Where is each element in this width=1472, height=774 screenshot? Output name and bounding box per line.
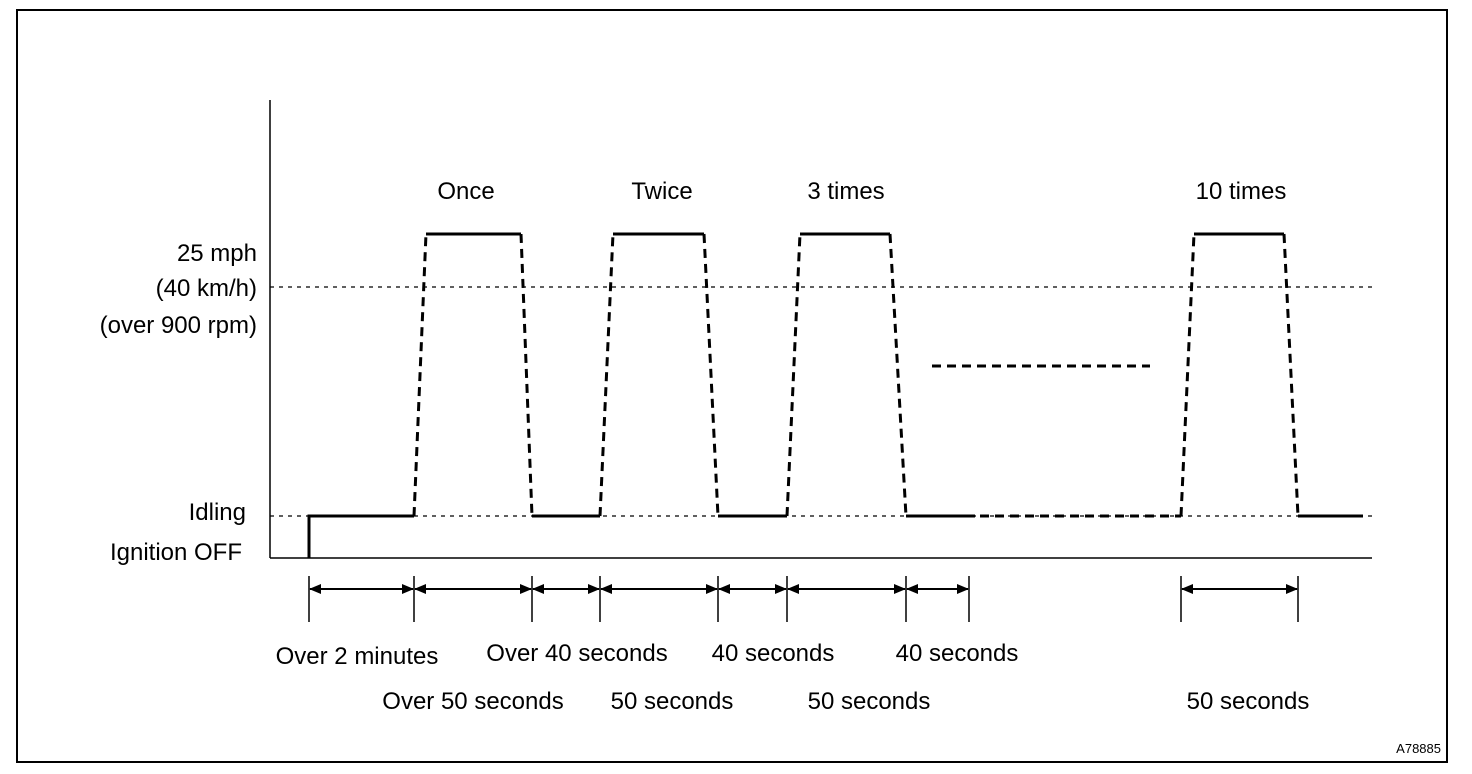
- speed-label-line3: (over 900 rpm): [100, 312, 257, 339]
- duration-ticks: [308, 576, 1299, 622]
- figure-code: A78885: [1396, 741, 1441, 756]
- ramp-up-twice: [598, 233, 615, 517]
- figure-frame: [16, 9, 1448, 763]
- cycle-label-twice: Twice: [631, 178, 692, 205]
- duration-label-over-50-seconds: Over 50 seconds: [382, 688, 563, 715]
- duration-label-40-seconds-a: 40 seconds: [712, 640, 835, 667]
- ramp-up-three: [785, 233, 802, 517]
- speed-label-line2: (40 km/h): [156, 275, 257, 302]
- duration-label-40-seconds-b: 40 seconds: [896, 640, 1019, 667]
- cycle-label-ten: 10 times: [1196, 178, 1287, 205]
- start-step: [307, 514, 414, 558]
- ramp-up-once: [412, 233, 428, 517]
- ramp-down-three: [888, 233, 908, 517]
- ignition-off-label: Ignition OFF: [110, 539, 242, 566]
- duration-label-50-seconds-a: 50 seconds: [611, 688, 734, 715]
- ramp-up-ten: [1179, 233, 1196, 517]
- ramp-down-once: [519, 233, 534, 517]
- ramp-down-twice: [702, 233, 720, 517]
- speed-label-line1: 25 mph: [177, 240, 257, 267]
- duration-label-50-seconds-c: 50 seconds: [1187, 688, 1310, 715]
- dashed-ramps: [412, 233, 1300, 518]
- ramp-down-ten: [1282, 233, 1300, 517]
- duration-label-over-2-minutes: Over 2 minutes: [276, 643, 439, 670]
- solid-trace: [307, 232, 1363, 558]
- cycle-label-once: Once: [437, 178, 494, 205]
- idling-label: Idling: [189, 499, 246, 526]
- cycle-label-three: 3 times: [807, 178, 884, 205]
- duration-label-50-seconds-b: 50 seconds: [808, 688, 931, 715]
- duration-label-over-40-seconds: Over 40 seconds: [486, 640, 667, 667]
